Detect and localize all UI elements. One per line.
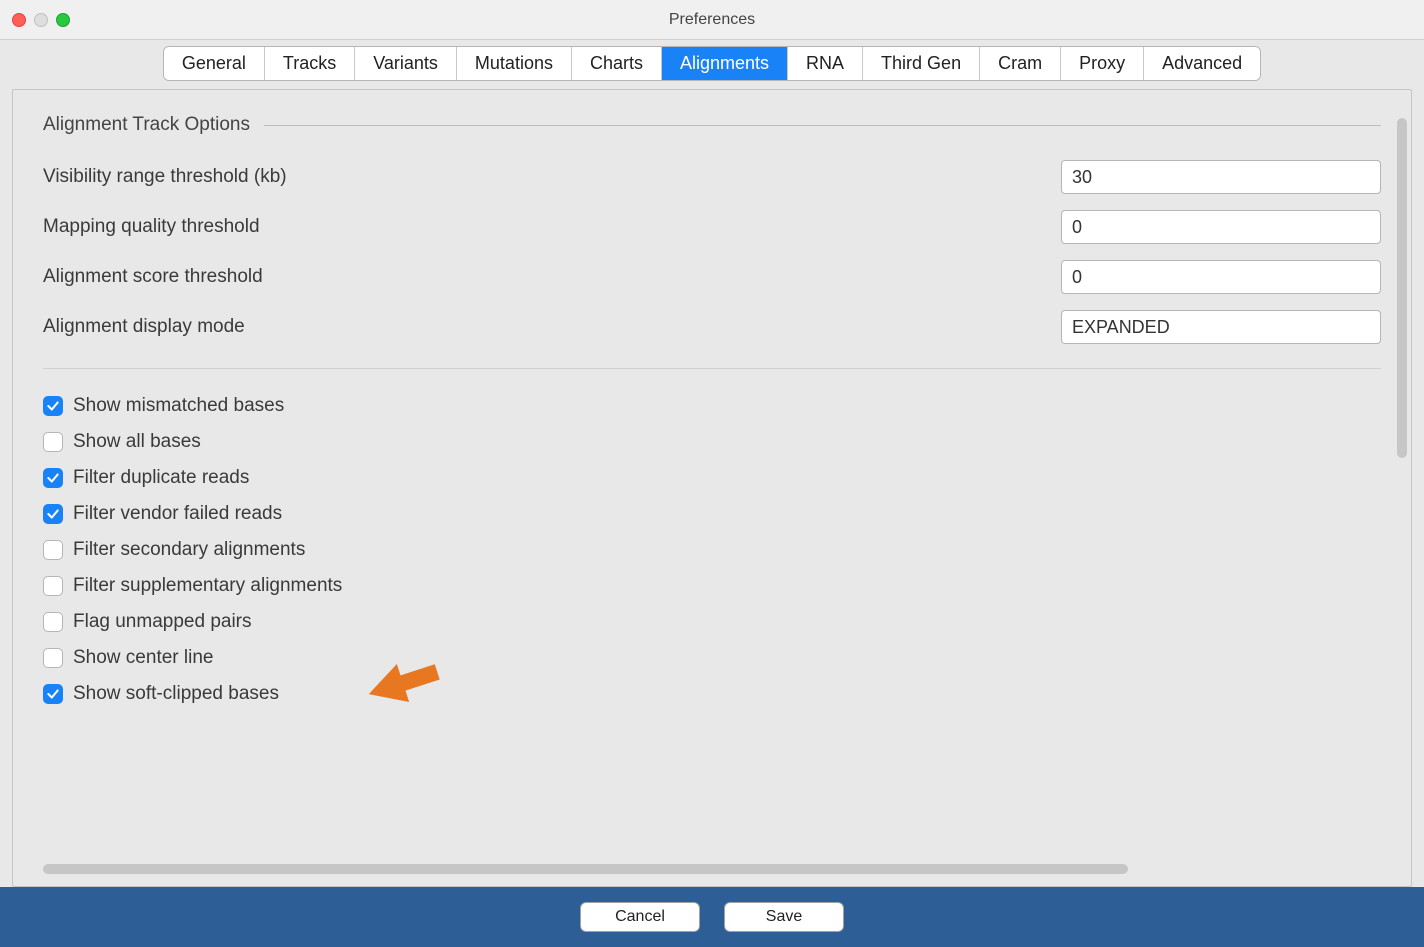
score-label: Alignment score threshold (43, 266, 1061, 288)
tab-cram[interactable]: Cram (980, 47, 1061, 80)
display-mode-row: Alignment display mode (43, 310, 1381, 344)
zoom-icon[interactable] (56, 13, 70, 27)
threshold-fields: Visibility range threshold (kb) Mapping … (43, 160, 1381, 344)
checkbox-label: Show mismatched bases (73, 395, 284, 417)
checkbox-label: Flag unmapped pairs (73, 611, 252, 633)
close-icon[interactable] (12, 13, 26, 27)
checkbox-label: Show soft-clipped bases (73, 683, 279, 705)
tab-charts[interactable]: Charts (572, 47, 662, 80)
checkbox-row: Show soft-clipped bases (43, 683, 1381, 705)
titlebar: Preferences (0, 0, 1424, 40)
checkbox-row: Show all bases (43, 431, 1381, 453)
checkbox-label: Filter vendor failed reads (73, 503, 282, 525)
settings-panel: Alignment Track Options Visibility range… (12, 89, 1412, 887)
checkbox-row: Show center line (43, 647, 1381, 669)
tab-variants[interactable]: Variants (355, 47, 457, 80)
save-button[interactable]: Save (724, 902, 844, 932)
horizontal-scrollbar-track (43, 858, 1381, 876)
checkbox-row: Filter duplicate reads (43, 467, 1381, 489)
option-checkboxes: Show mismatched bases Show all bases Filte… (43, 395, 1381, 705)
section-header: Alignment Track Options (43, 114, 1381, 136)
tab-advanced[interactable]: Advanced (1144, 47, 1260, 80)
tab-general[interactable]: General (164, 47, 265, 80)
tab-alignments[interactable]: Alignments (662, 47, 788, 80)
tab-third-gen[interactable]: Third Gen (863, 47, 980, 80)
checkbox-row: Show mismatched bases (43, 395, 1381, 417)
tab-mutations[interactable]: Mutations (457, 47, 572, 80)
visibility-row: Visibility range threshold (kb) (43, 160, 1381, 194)
checkbox[interactable] (43, 648, 63, 668)
scrollable-content: Visibility range threshold (kb) Mapping … (43, 160, 1381, 858)
tabbar: GeneralTracksVariantsMutationsChartsAlig… (0, 40, 1424, 81)
window-controls (12, 13, 70, 27)
content-area: Alignment Track Options Visibility range… (0, 81, 1424, 887)
checkbox-label: Filter supplementary alignments (73, 575, 342, 597)
dialog-footer: Cancel Save (0, 887, 1424, 947)
minimize-icon[interactable] (34, 13, 48, 27)
tab-rna[interactable]: RNA (788, 47, 863, 80)
checkbox[interactable] (43, 684, 63, 704)
checkbox-label: Show center line (73, 647, 213, 669)
score-input[interactable] (1061, 260, 1381, 294)
checkbox[interactable] (43, 612, 63, 632)
mapq-label: Mapping quality threshold (43, 216, 1061, 238)
checkbox[interactable] (43, 432, 63, 452)
visibility-label: Visibility range threshold (kb) (43, 166, 1061, 188)
divider (43, 368, 1381, 369)
checkbox-label: Filter duplicate reads (73, 467, 249, 489)
mapq-input[interactable] (1061, 210, 1381, 244)
visibility-input[interactable] (1061, 160, 1381, 194)
display-mode-label: Alignment display mode (43, 316, 1061, 338)
checkbox[interactable] (43, 576, 63, 596)
checkbox-label: Filter secondary alignments (73, 539, 305, 561)
display-mode-input[interactable] (1061, 310, 1381, 344)
checkbox-row: Filter secondary alignments (43, 539, 1381, 561)
tab-proxy[interactable]: Proxy (1061, 47, 1144, 80)
mapq-row: Mapping quality threshold (43, 210, 1381, 244)
checkbox[interactable] (43, 468, 63, 488)
section-rule (264, 125, 1381, 126)
section-title: Alignment Track Options (43, 114, 258, 136)
checkbox-row: Flag unmapped pairs (43, 611, 1381, 633)
score-row: Alignment score threshold (43, 260, 1381, 294)
checkbox-row: Filter vendor failed reads (43, 503, 1381, 525)
checkbox-row: Filter supplementary alignments (43, 575, 1381, 597)
checkbox-label: Show all bases (73, 431, 201, 453)
vertical-scrollbar[interactable] (1397, 118, 1407, 458)
cancel-button[interactable]: Cancel (580, 902, 700, 932)
horizontal-scrollbar[interactable] (43, 864, 1128, 874)
tab-tracks[interactable]: Tracks (265, 47, 355, 80)
checkbox[interactable] (43, 540, 63, 560)
checkbox[interactable] (43, 396, 63, 416)
window-title: Preferences (669, 11, 755, 29)
checkbox[interactable] (43, 504, 63, 524)
